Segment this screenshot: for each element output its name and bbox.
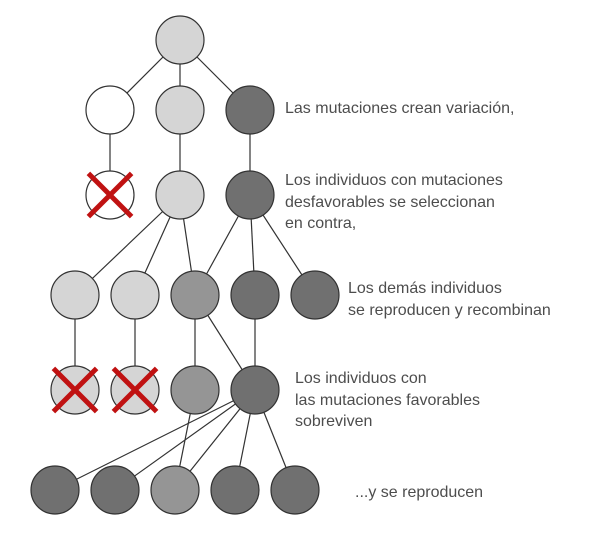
tree-node	[291, 271, 339, 319]
caption-cap4: Los individuos con las mutaciones favora…	[295, 368, 480, 433]
tree-svg	[0, 0, 600, 544]
tree-node	[156, 86, 204, 134]
tree-node	[226, 86, 274, 134]
tree-node	[31, 466, 79, 514]
tree-node	[151, 466, 199, 514]
tree-node	[156, 16, 204, 64]
tree-node	[91, 466, 139, 514]
tree-node	[231, 271, 279, 319]
caption-cap1: Las mutaciones crean variación,	[285, 98, 514, 120]
tree-node	[156, 171, 204, 219]
evolution-tree-diagram: Las mutaciones crean variación, Los indiv…	[0, 0, 600, 544]
caption-cap5: ...y se reproducen	[355, 482, 483, 504]
tree-node	[226, 171, 274, 219]
tree-node	[271, 466, 319, 514]
tree-node	[211, 466, 259, 514]
tree-node	[51, 271, 99, 319]
caption-cap3: Los demás individuos se reproducen y rec…	[348, 278, 551, 321]
tree-node	[171, 271, 219, 319]
tree-node	[231, 366, 279, 414]
tree-node	[111, 271, 159, 319]
tree-node	[171, 366, 219, 414]
caption-cap2: Los individuos con mutaciones desfavorab…	[285, 170, 503, 235]
tree-node	[86, 86, 134, 134]
